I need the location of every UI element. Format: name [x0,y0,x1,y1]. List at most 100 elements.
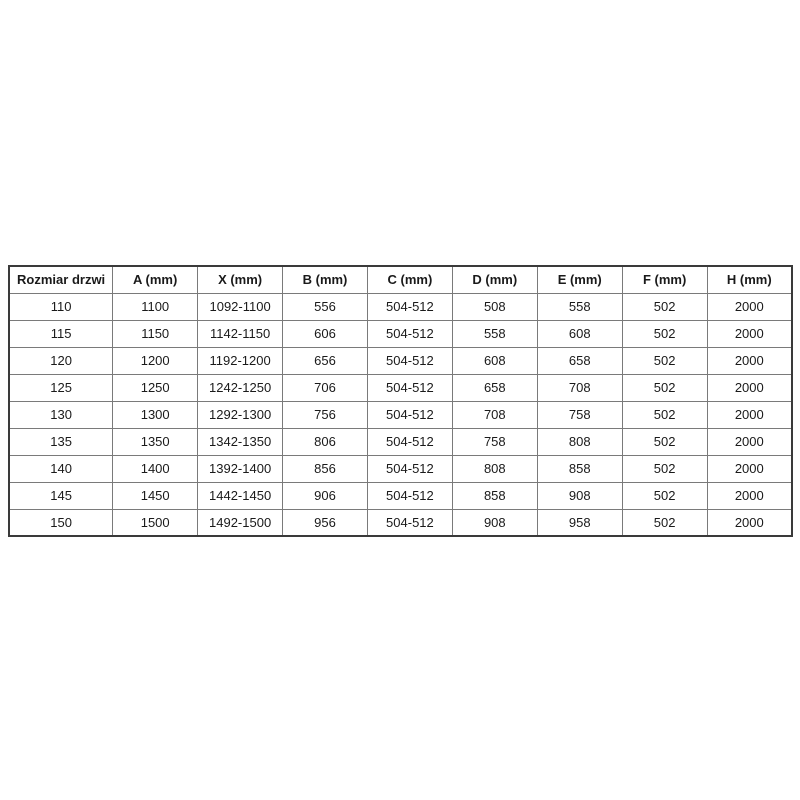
table-row: 110 1100 1092-1100 556 504-512 508 558 502 2000 [8,292,793,321]
table-cell: 1192-1200 [197,346,284,375]
table-cell: 502 [621,400,708,429]
table-cell: 1492-1500 [197,508,284,537]
table-header: Rozmiar drzwi A (mm) X (mm) B (mm) C (mm) D (… [8,265,793,294]
table-cell: 908 [536,481,623,510]
table-cell: 808 [451,454,538,483]
table-row: 145 1450 1442-1450 906 504-512 858 908 502 2000 [8,481,793,510]
table-cell: 1150 [112,319,199,348]
table-cell: 504-512 [366,400,453,429]
table-cell: 906 [282,481,368,510]
header-row: Rozmiar drzwi A (mm) X (mm) B (mm) C (mm) D (… [8,265,793,294]
column-header: F (mm) [621,265,708,294]
table-cell: 145 [8,481,114,510]
table-cell: 756 [282,400,368,429]
table-cell: 504-512 [366,454,453,483]
column-header: Rozmiar drzwi [8,265,114,294]
table-cell: 708 [536,373,623,402]
table-cell: 502 [621,508,708,537]
column-header: D (mm) [451,265,538,294]
table-row: 140 1400 1392-1400 856 504-512 808 858 502 2000 [8,454,793,483]
table-cell: 140 [8,454,114,483]
table-cell: 806 [282,427,368,456]
door-size-spec-table-container: Rozmiar drzwi A (mm) X (mm) B (mm) C (mm) D (… [8,265,793,537]
column-header: E (mm) [536,265,623,294]
table-cell: 858 [536,454,623,483]
table-cell: 502 [621,373,708,402]
table-cell: 1250 [112,373,199,402]
table-cell: 558 [451,319,538,348]
table-cell: 1450 [112,481,199,510]
table-row: 115 1150 1142-1150 606 504-512 558 608 502 2000 [8,319,793,348]
table-cell: 1400 [112,454,199,483]
table-cell: 2000 [706,319,793,348]
table-cell: 504-512 [366,508,453,537]
table-cell: 504-512 [366,481,453,510]
table-cell: 1300 [112,400,199,429]
table-cell: 556 [282,292,368,321]
table-cell: 504-512 [366,346,453,375]
table-cell: 658 [536,346,623,375]
table-cell: 706 [282,373,368,402]
table-cell: 908 [451,508,538,537]
table-cell: 2000 [706,373,793,402]
table-cell: 130 [8,400,114,429]
table-cell: 502 [621,292,708,321]
table-cell: 504-512 [366,427,453,456]
table-cell: 1092-1100 [197,292,284,321]
table-cell: 115 [8,319,114,348]
column-header: A (mm) [112,265,199,294]
table-cell: 858 [451,481,538,510]
column-header: H (mm) [706,265,793,294]
table-cell: 1442-1450 [197,481,284,510]
table-cell: 758 [451,427,538,456]
column-header: C (mm) [366,265,453,294]
table-cell: 2000 [706,346,793,375]
table-row: 130 1300 1292-1300 756 504-512 708 758 502 2000 [8,400,793,429]
table-cell: 656 [282,346,368,375]
table-cell: 502 [621,481,708,510]
table-cell: 608 [451,346,538,375]
table-cell: 502 [621,346,708,375]
table-cell: 1350 [112,427,199,456]
column-header: X (mm) [197,265,284,294]
table-cell: 1392-1400 [197,454,284,483]
table-cell: 2000 [706,292,793,321]
table-cell: 758 [536,400,623,429]
table-cell: 2000 [706,454,793,483]
table-cell: 504-512 [366,292,453,321]
table-cell: 125 [8,373,114,402]
table-cell: 558 [536,292,623,321]
table-cell: 856 [282,454,368,483]
table-cell: 120 [8,346,114,375]
table-cell: 2000 [706,508,793,537]
table-cell: 808 [536,427,623,456]
table-cell: 606 [282,319,368,348]
table-cell: 150 [8,508,114,537]
table-cell: 1200 [112,346,199,375]
column-header: B (mm) [282,265,368,294]
table-cell: 608 [536,319,623,348]
table-row: 150 1500 1492-1500 956 504-512 908 958 502 2000 [8,508,793,537]
table-row: 135 1350 1342-1350 806 504-512 758 808 502 2000 [8,427,793,456]
table-cell: 110 [8,292,114,321]
table-cell: 504-512 [366,319,453,348]
door-size-spec-table: Rozmiar drzwi A (mm) X (mm) B (mm) C (mm) D (… [8,265,793,537]
table-cell: 1100 [112,292,199,321]
table-cell: 2000 [706,400,793,429]
table-cell: 708 [451,400,538,429]
table-row: 125 1250 1242-1250 706 504-512 658 708 502 2000 [8,373,793,402]
table-cell: 2000 [706,481,793,510]
table-cell: 502 [621,454,708,483]
table-cell: 1142-1150 [197,319,284,348]
table-cell: 504-512 [366,373,453,402]
table-row: 120 1200 1192-1200 656 504-512 608 658 502 2000 [8,346,793,375]
table-cell: 1292-1300 [197,400,284,429]
table-cell: 1500 [112,508,199,537]
table-cell: 135 [8,427,114,456]
table-cell: 508 [451,292,538,321]
table-cell: 1242-1250 [197,373,284,402]
table-cell: 502 [621,319,708,348]
table-cell: 658 [451,373,538,402]
table-body: 110 1100 1092-1100 556 504-512 508 558 502 2000 1… [8,292,793,537]
